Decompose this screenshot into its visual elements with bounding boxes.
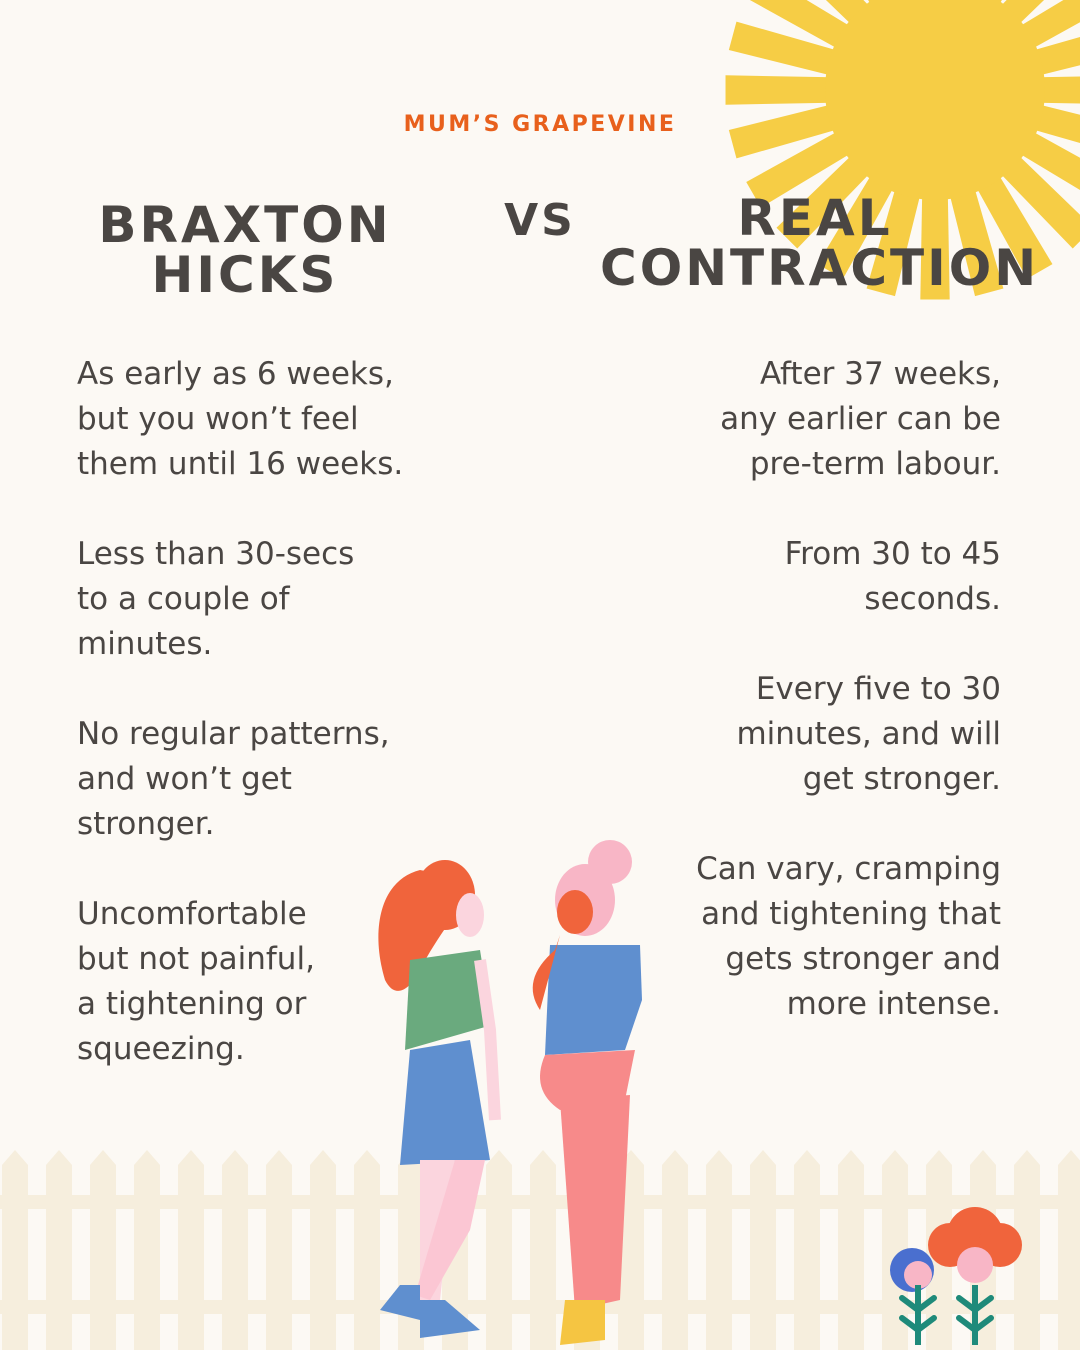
text-line: stronger. xyxy=(77,806,215,842)
text-line: but you won’t feel xyxy=(77,401,359,437)
comparison-item: Can vary, cramping and tightening that get… xyxy=(696,847,1001,1027)
text-line: but not painful, xyxy=(77,941,315,977)
text-line: No regular patterns, xyxy=(77,716,390,752)
text-line: Every five to 30 xyxy=(755,671,1001,707)
woman-right xyxy=(532,840,642,1345)
text-line: minutes, and will xyxy=(736,716,1001,752)
flowers xyxy=(890,1207,1022,1345)
text-line: After 37 weeks, xyxy=(759,356,1001,392)
text-line: BRAXTON xyxy=(98,196,392,254)
text-line: pre-term labour. xyxy=(749,446,1001,482)
text-line: REAL xyxy=(737,189,893,247)
text-line: HICKS xyxy=(151,246,339,304)
text-line: minutes. xyxy=(77,626,213,662)
text-line: CONTRACTION xyxy=(600,239,1040,297)
comparison-item: No regular patterns, and won’t get stronge… xyxy=(77,712,390,847)
comparison-item: Less than 30-secs to a couple of minutes. xyxy=(77,532,354,667)
text-line: and tightening that xyxy=(701,896,1001,932)
woman-left xyxy=(378,860,501,1338)
comparison-item: Every five to 30 minutes, and will get str… xyxy=(736,667,1001,802)
comparison-item: After 37 weeks, any earlier can be pre-ter… xyxy=(720,352,1001,487)
text-line: seconds. xyxy=(864,581,1001,617)
comparison-item: Uncomfortable but not painful, a tightenin… xyxy=(77,892,315,1072)
text-line: get stronger. xyxy=(802,761,1001,797)
vs: VS xyxy=(504,195,576,246)
text-line: a tightening or xyxy=(77,986,307,1022)
text-line: gets stronger and xyxy=(725,941,1001,977)
heading-right: REAL CONTRACTION xyxy=(600,189,1040,297)
text-line: Less than 30-secs xyxy=(77,536,355,572)
text-line: Uncomfortable xyxy=(77,896,307,932)
comparison-item: As early as 6 weeks, but you won’t feel th… xyxy=(77,352,403,487)
text-line: them until 16 weeks. xyxy=(77,446,404,482)
text-line: Can vary, cramping xyxy=(696,851,1001,887)
text-line: From 30 to 45 xyxy=(784,536,1001,572)
brand: MUM’S GRAPEVINE xyxy=(403,112,677,137)
text-line: to a couple of xyxy=(77,581,290,617)
sun xyxy=(725,0,1080,300)
text-line: squeezing. xyxy=(77,1031,245,1067)
comparison-item: From 30 to 45 seconds. xyxy=(785,532,1001,622)
heading-left: BRAXTON HICKS xyxy=(95,200,395,300)
text-line: As early as 6 weeks, xyxy=(77,356,394,392)
text-line: more intense. xyxy=(786,986,1001,1022)
text-line: any earlier can be xyxy=(720,401,1001,437)
text-line: and won’t get xyxy=(77,761,292,797)
